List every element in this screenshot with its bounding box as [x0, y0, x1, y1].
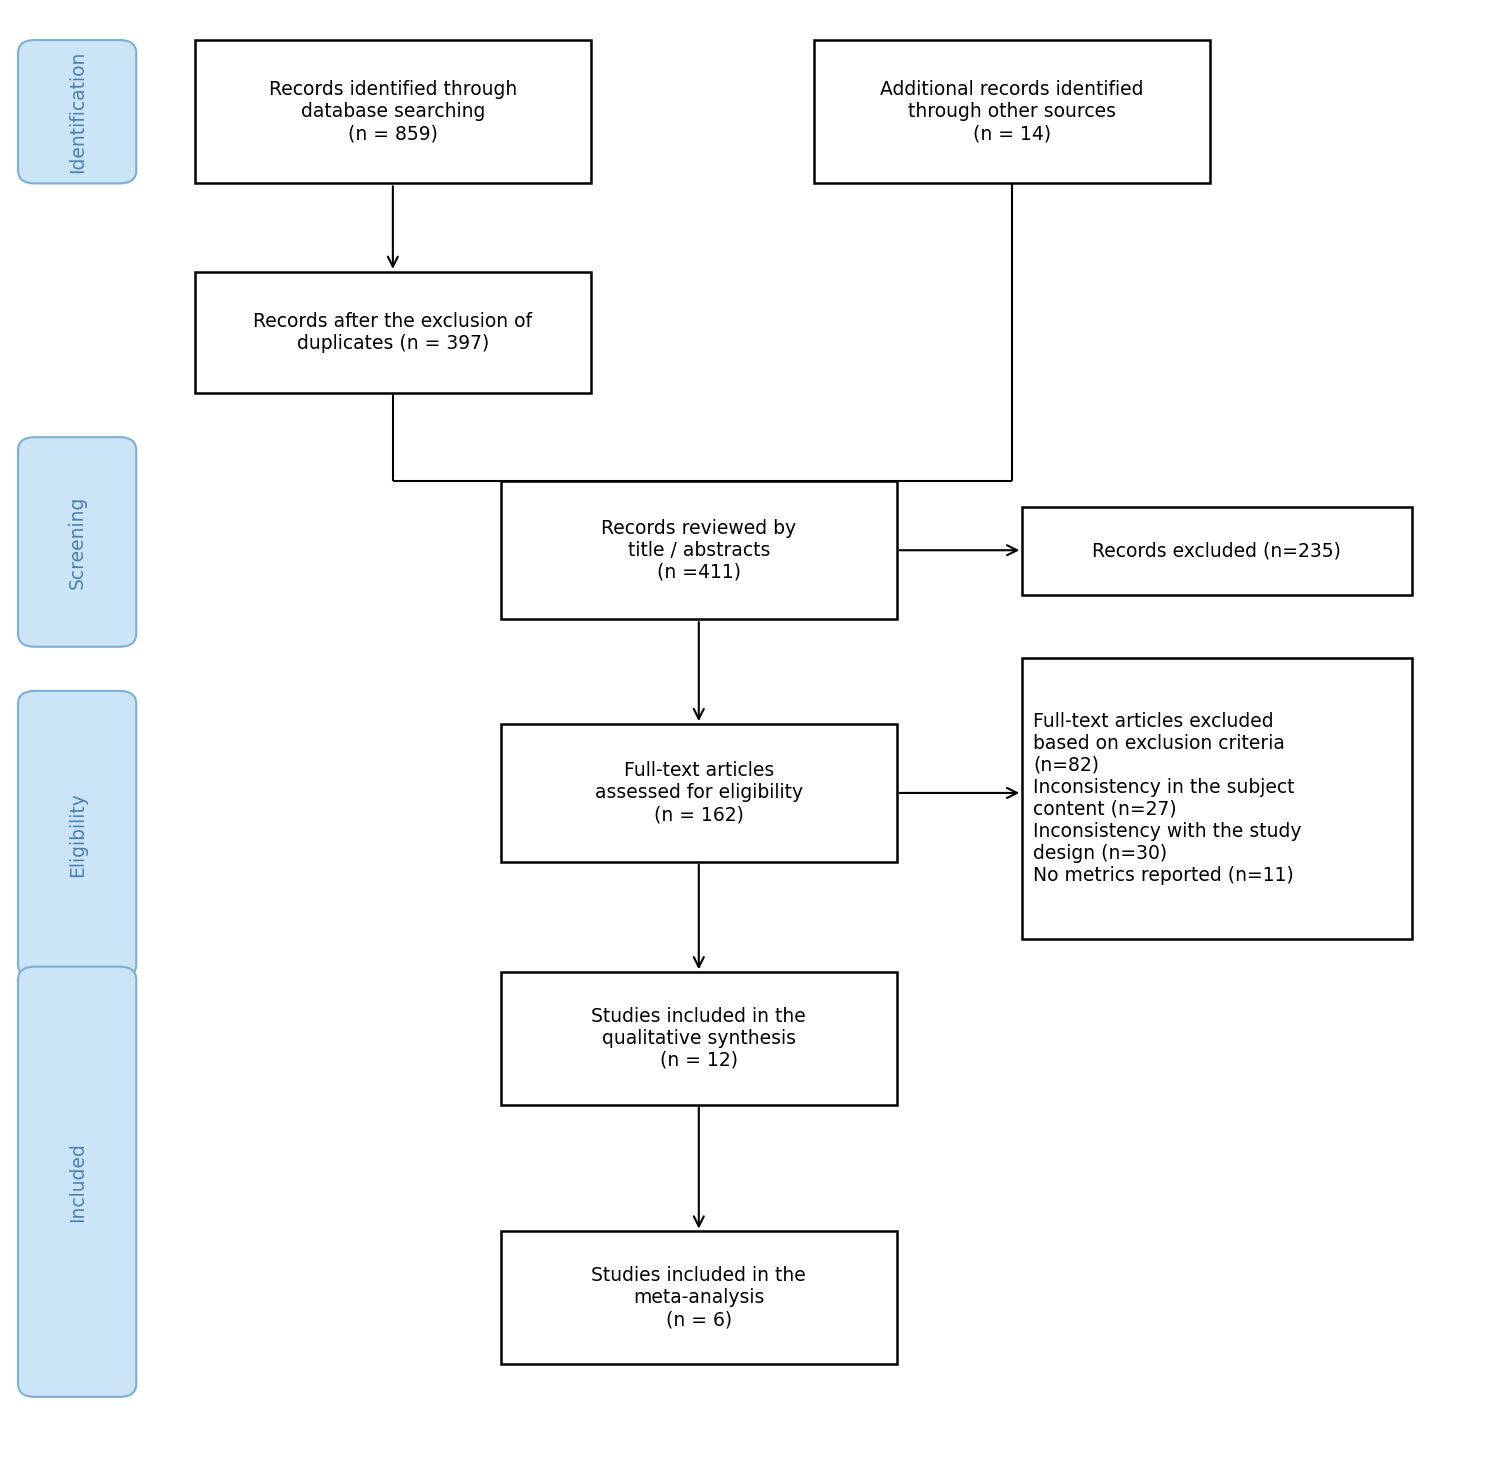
- Bar: [195, 271, 591, 392]
- Bar: [814, 39, 1210, 184]
- Text: Records reviewed by
title / abstracts
(n =411): Records reviewed by title / abstracts (n…: [601, 519, 796, 582]
- Bar: [1022, 506, 1412, 595]
- Text: Identification: Identification: [67, 51, 86, 174]
- Text: Studies included in the
meta-analysis
(n = 6): Studies included in the meta-analysis (n…: [591, 1266, 806, 1329]
- FancyBboxPatch shape: [18, 967, 137, 1396]
- Text: Screening: Screening: [67, 495, 86, 588]
- FancyBboxPatch shape: [18, 39, 137, 184]
- Bar: [195, 39, 591, 184]
- Text: Records excluded (n=235): Records excluded (n=235): [1092, 541, 1341, 560]
- Bar: [1022, 658, 1412, 940]
- Text: Included: Included: [67, 1142, 86, 1221]
- Text: Full-text articles excluded
based on exclusion criteria
(n=82)
Inconsistency in : Full-text articles excluded based on exc…: [1033, 712, 1302, 886]
- Bar: [500, 724, 897, 862]
- Text: Studies included in the
qualitative synthesis
(n = 12): Studies included in the qualitative synt…: [591, 1007, 806, 1069]
- Text: Records identified through
database searching
(n = 859): Records identified through database sear…: [269, 80, 516, 143]
- Text: Additional records identified
through other sources
(n = 14): Additional records identified through ot…: [879, 80, 1143, 143]
- Bar: [500, 1231, 897, 1364]
- Bar: [500, 481, 897, 619]
- Bar: [500, 972, 897, 1104]
- FancyBboxPatch shape: [18, 692, 137, 978]
- Text: Records after the exclusion of
duplicates (n = 397): Records after the exclusion of duplicate…: [253, 312, 533, 353]
- Text: Full-text articles
assessed for eligibility
(n = 162): Full-text articles assessed for eligibil…: [595, 762, 804, 824]
- Text: Eligibility: Eligibility: [67, 792, 86, 877]
- FancyBboxPatch shape: [18, 438, 137, 646]
